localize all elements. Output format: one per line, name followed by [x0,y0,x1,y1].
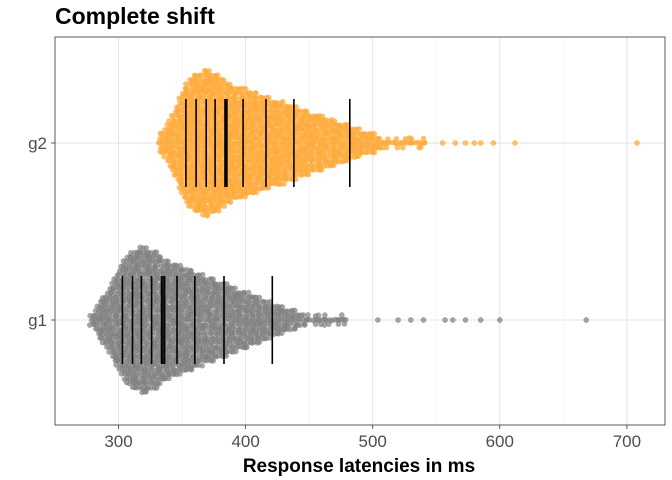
data-point [199,362,205,369]
outlier-point [462,317,469,323]
x-axis-title: Response latencies in ms [243,456,475,477]
data-point [143,245,150,251]
data-point [280,99,286,105]
outlier-point [395,317,401,323]
x-tick-label: 700 [613,432,641,451]
data-points [87,67,640,396]
outlier-point [420,317,427,323]
y-axis-ticks: g1 g2 [28,134,55,330]
data-point [418,144,424,150]
data-point [253,189,260,196]
data-point [238,335,245,341]
outlier-point [442,317,448,323]
outlier-point [477,140,484,146]
x-tick-label: 500 [359,432,387,451]
data-point [356,126,362,132]
outlier-point [408,317,414,323]
outlier-point [450,317,456,323]
data-point [210,358,216,364]
data-point [281,181,287,187]
data-point [232,285,238,291]
data-point [400,144,406,151]
x-tick-label: 600 [486,432,514,451]
data-point [214,72,221,78]
data-point [292,307,298,314]
data-point [253,90,259,96]
data-point [343,317,349,323]
data-point [302,322,308,328]
y-tick-label: g1 [28,311,47,330]
x-tick-label: 400 [231,432,259,451]
outlier-point [583,317,589,323]
data-point [394,144,401,151]
data-point [371,149,378,156]
x-axis-ticks: 300 400 500 600 700 [104,425,641,451]
x-tick-label: 300 [104,432,132,451]
outlier-point [490,140,497,146]
outlier-point [497,317,503,323]
data-point [300,312,307,318]
y-tick-label: g2 [28,134,47,153]
outlier-point [452,140,459,146]
data-point [233,348,239,355]
data-point [383,144,390,151]
data-point [256,339,263,345]
data-point [199,271,206,278]
outlier-point [439,140,446,146]
data-point [244,344,250,351]
data-point [156,380,163,387]
outlier-point [462,140,469,146]
data-point [188,366,195,373]
outlier-point [477,317,484,323]
data-point [216,203,223,210]
data-point [227,199,234,205]
data-point [422,140,428,146]
data-point [315,312,322,318]
chart-title: Complete shift [55,3,215,29]
data-point [393,136,400,142]
outlier-point [471,140,478,146]
outlier-point [634,140,640,146]
outlier-point [512,140,518,146]
data-point [177,371,183,377]
outlier-point [375,317,381,323]
data-point [266,94,272,101]
